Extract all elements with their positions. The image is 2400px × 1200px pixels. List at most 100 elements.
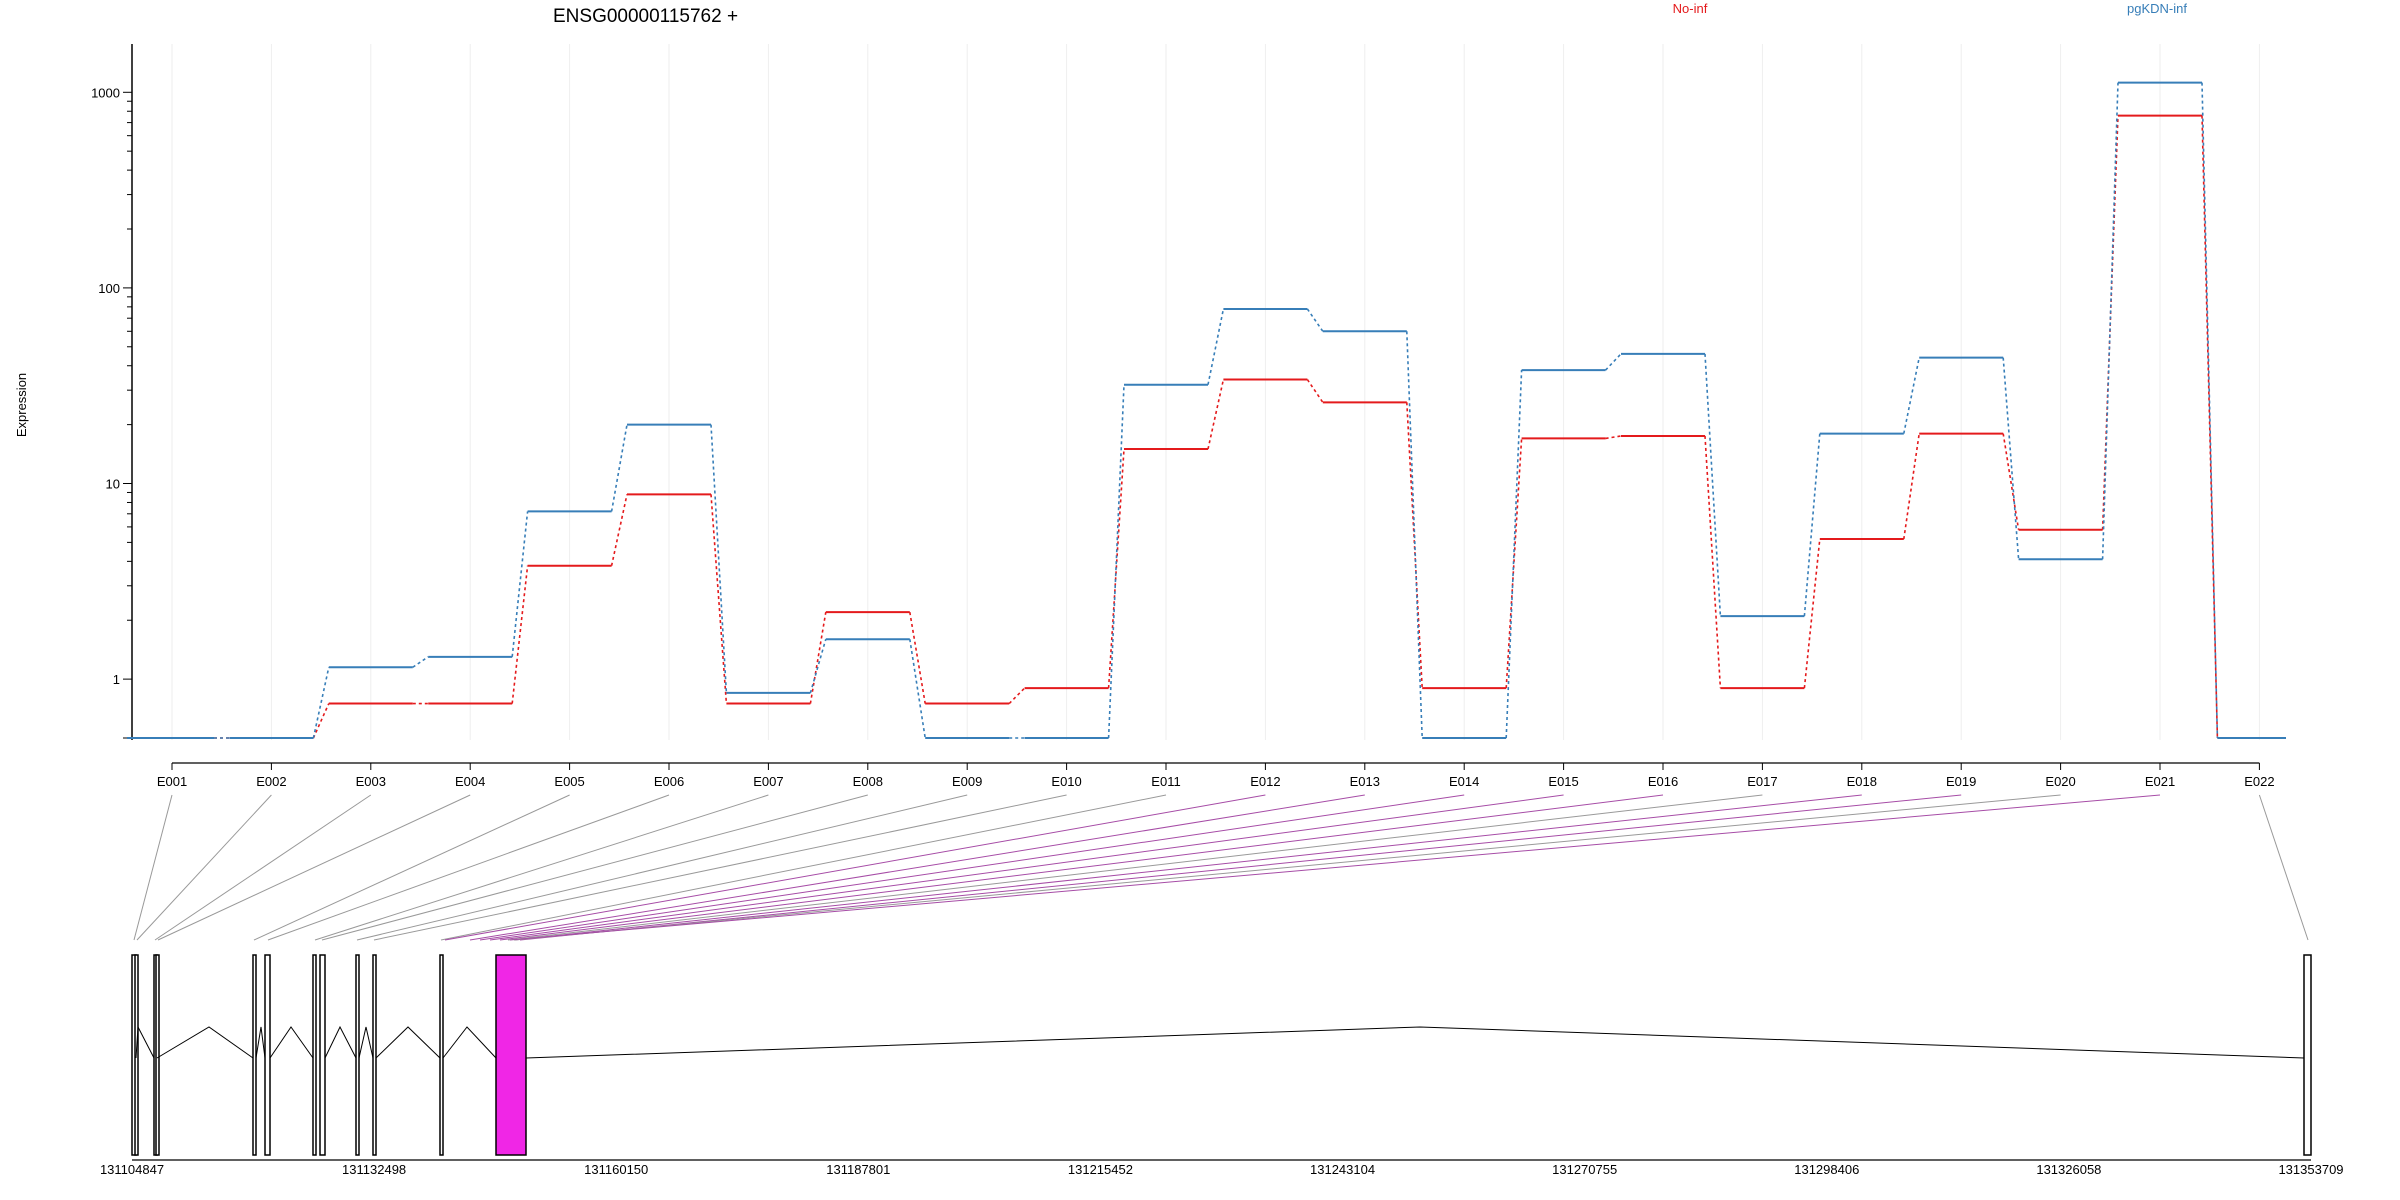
exon-connector [519,794,1962,941]
series-connector [511,511,529,657]
exon-box [372,954,377,1156]
gene-model [131,954,2312,1156]
intron-line [156,1026,254,1059]
exon-connector [321,794,868,941]
y-tick-label: 10 [106,477,120,492]
exon-connector [157,794,471,941]
x-tick-label: E012 [1250,774,1280,789]
series-connector [1704,435,1722,689]
series-connector [610,494,628,566]
x-tick-label: E010 [1051,774,1081,789]
intron-line [358,1026,374,1059]
x-tick-label: E016 [1648,774,1678,789]
x-tick-label: E009 [952,774,982,789]
exon-connector [514,794,1862,941]
series-connector [511,565,529,704]
series-pgkdn-inf [127,81,2286,739]
intron-line [135,1025,155,1059]
exon-axis: E001 E002 E003 E004 E005 E006 E007 E008 E009 E010… [157,762,2275,789]
series-connector [710,494,728,704]
x-tick-label: E021 [2145,774,2175,789]
series-connector [2201,115,2219,739]
exon-box [264,954,271,1156]
y-axis: 1 10 100 1000 [91,44,133,740]
coordinate-tick-label: 131104847 [100,1162,164,1177]
x-tick-label: E017 [1747,774,1777,789]
exon-connector [489,794,1564,941]
exon-box [312,954,317,1156]
x-tick-label: E004 [455,774,485,789]
x-tick-label: E022 [2244,774,2274,789]
coordinate-tick-label: 131270755 [1552,1162,1617,1177]
series-connector [1107,384,1125,739]
exon-connector [479,794,1465,941]
coordinate-tick-label: 131353709 [2278,1162,2343,1177]
series-no-inf [127,114,2286,739]
series-connector [1306,308,1324,332]
coordinate-tick-label: 131243104 [1310,1162,1375,1177]
series-connector [1605,353,1622,371]
exon-connector [314,794,769,941]
intron-line [255,1026,266,1059]
series-connector [1406,331,1423,739]
x-tick-label: E013 [1350,774,1380,789]
coordinate-axis: 131104847 131132498 131160150 131187801 1312… [100,1159,2344,1177]
exon-connector [507,794,1763,941]
series-connector [1406,402,1423,689]
intron-line [442,1026,497,1059]
series-connector [809,612,827,704]
exon-box [495,954,527,1156]
series-connector [1605,435,1622,440]
exon-connector [136,794,272,941]
exon-connector [499,794,1664,941]
x-tick-label: E002 [256,774,286,789]
x-tick-label: E007 [753,774,783,789]
series-connector [1704,353,1722,617]
exon-connector [356,794,968,941]
intron-line [375,1026,441,1059]
exon-box [355,954,360,1156]
exon-connector [373,794,1067,941]
x-tick-label: E005 [554,774,584,789]
series-connector [312,703,330,739]
y-axis-label: Expression [14,373,29,437]
coordinate-tick-label: 131132498 [342,1162,406,1177]
exon-box [319,954,326,1156]
legend-entry-pgkdn-inf: pgKDN-inf [2127,1,2187,16]
coordinate-tick-label: 131326058 [2036,1162,2101,1177]
series-connector [1903,357,1920,434]
series-connector [1306,379,1324,403]
x-tick-label: E019 [1946,774,1976,789]
y-tick-label: 100 [98,281,120,296]
chart-title: ENSG00000115762 + [553,6,738,27]
series-connector [312,667,330,739]
intron-line [525,1026,2305,1059]
series-connector [1008,687,1026,705]
exon-connector [444,794,1266,941]
coordinate-tick-label: 131160150 [584,1162,648,1177]
exon-connector [469,794,1365,941]
series-connector [2002,433,2020,530]
series-connector [809,638,827,694]
series-connector [710,424,728,693]
x-tick-label: E014 [1449,774,1479,789]
exon-connector [154,794,372,941]
exon-connector [267,794,670,941]
exon-connector [2258,794,2309,941]
series-connector [1803,433,1821,617]
exon-connector [440,794,1167,941]
exon-gridlines [171,44,2260,740]
series-lines [127,81,2286,739]
coordinate-tick-label: 131215452 [1068,1162,1133,1177]
coordinate-tick-label: 131187801 [826,1162,890,1177]
x-tick-label: E015 [1548,774,1578,789]
series-connector [1903,433,1920,540]
exon-connector [513,794,2061,941]
series-connector [2002,357,2020,560]
x-tick-label: E011 [1151,774,1180,789]
series-connector [412,656,429,668]
x-tick-label: E003 [356,774,386,789]
exon-connector [509,794,2161,941]
y-tick-label: 1000 [91,85,120,100]
